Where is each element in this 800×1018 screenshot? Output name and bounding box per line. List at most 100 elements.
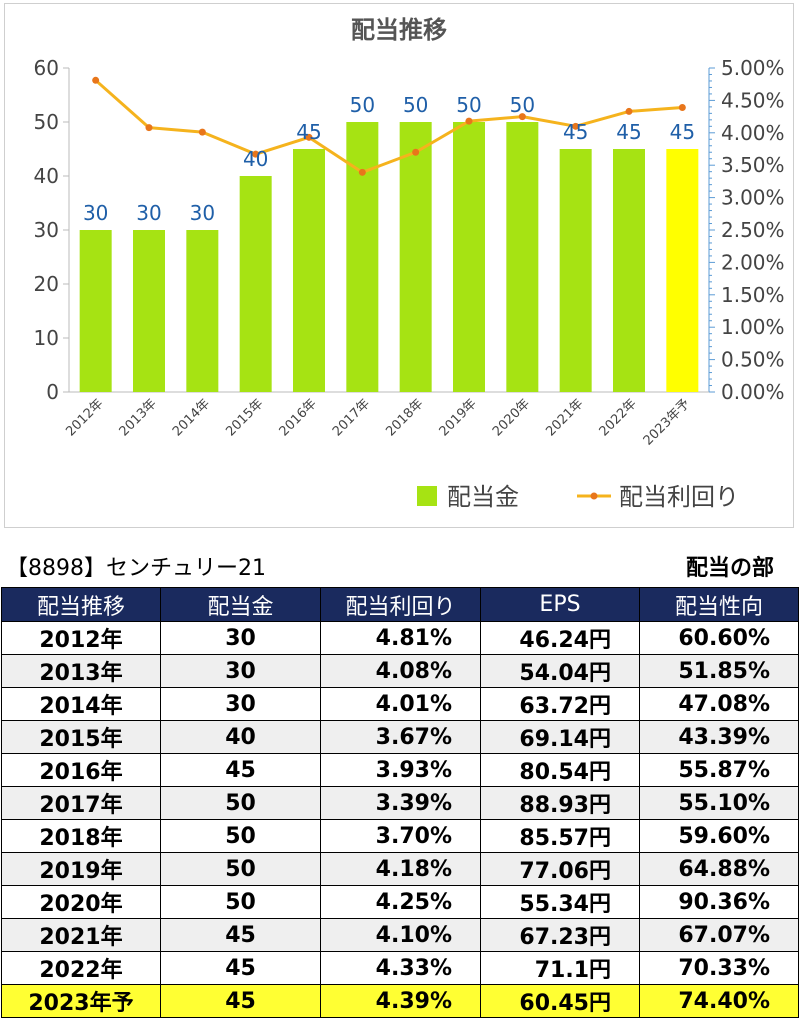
cell-payout: 90.36% [639, 885, 799, 919]
yield-line [94, 79, 683, 174]
cell-eps: 63.72円 [480, 687, 640, 721]
yield-point [358, 168, 366, 176]
yield-point [305, 133, 313, 141]
bar-value-label: 50 [403, 93, 428, 117]
cell-year: 2020年 [1, 885, 161, 919]
yield-point [92, 76, 100, 84]
cell-yield: 4.08% [320, 654, 481, 688]
bar [186, 230, 219, 392]
header-eps: EPS [480, 587, 640, 622]
legend-label-yield: 配当利回り [619, 483, 739, 511]
cell-year: 2016年 [1, 753, 161, 787]
y-right-tick-label: 0.00% [721, 380, 785, 404]
cell-payout: 47.08% [639, 687, 799, 721]
yield-point [518, 113, 526, 121]
header-yield: 配当利回り [320, 587, 481, 622]
dividend-table: 配当推移 配当金 配当利回り EPS 配当性向 2012年 30 4.81% 46.2… [1, 587, 799, 1018]
table-row: 2012年 30 4.81% 46.24円 60.60% [1, 621, 799, 655]
bar [666, 149, 699, 392]
table-row: 2018年 50 3.70% 85.57円 59.60% [1, 819, 799, 853]
bar [453, 122, 485, 392]
cell-payout: 55.10% [639, 786, 799, 820]
bar [293, 149, 325, 392]
y-left-tick-label: 20 [34, 272, 59, 296]
cell-year: 2019年 [1, 852, 161, 886]
cell-eps: 67.23円 [480, 918, 640, 952]
header-dividend: 配当金 [160, 587, 321, 622]
cell-dividend: 30 [160, 654, 321, 688]
y-right-tick-label: 3.50% [721, 153, 785, 177]
legend-label-dividend: 配当金 [447, 483, 519, 511]
bar-value-label: 45 [296, 120, 321, 144]
y-left-tick-label: 60 [34, 56, 59, 80]
cell-dividend: 50 [160, 852, 321, 886]
y-right-tick-label: 2.50% [721, 218, 785, 242]
cell-eps: 60.45円 [480, 984, 640, 1018]
x-tick-label: 2014年 [170, 396, 213, 439]
cell-dividend: 45 [160, 918, 321, 952]
cell-payout: 60.60% [639, 621, 799, 655]
cell-payout: 67.07% [639, 918, 799, 952]
bar-value-label: 30 [136, 201, 161, 225]
cell-year: 2018年 [1, 819, 161, 853]
table-row: 2022年 45 4.33% 71.1円 70.33% [1, 951, 799, 985]
bar [239, 176, 272, 392]
bar [79, 230, 112, 392]
y-left-tick-label: 10 [34, 326, 59, 350]
cell-year: 2013年 [1, 654, 161, 688]
x-tick-label: 2020年 [490, 396, 533, 439]
chart-frame: 配当推移 0 10 20 30 40 50 60 0.00% 0.50% 1.00% 1.50% 2.0… [4, 3, 794, 528]
x-tick-label: 2016年 [277, 396, 320, 439]
y-left-tick-label: 30 [34, 218, 59, 242]
bar-value-label: 50 [350, 93, 375, 117]
x-tick-label: 2019年 [437, 396, 480, 439]
bar-value-label: 40 [243, 147, 268, 171]
y-right-tick-label: 4.00% [721, 121, 785, 145]
y-right-tick-label: 3.00% [721, 186, 785, 210]
cell-dividend: 30 [160, 621, 321, 655]
bar [506, 122, 539, 392]
cell-yield: 4.33% [320, 951, 481, 985]
bar-value-label: 45 [670, 120, 695, 144]
legend-marker-yield [590, 492, 598, 500]
cell-eps: 69.14円 [480, 720, 640, 754]
cell-dividend: 50 [160, 786, 321, 820]
x-tick-label: 2012年 [63, 396, 106, 439]
cell-year: 2012年 [1, 621, 161, 655]
yield-point [252, 150, 260, 158]
cell-eps: 55.34円 [480, 885, 640, 919]
x-tick-label: 2022年 [597, 396, 640, 439]
x-tick-label: 2021年 [543, 396, 586, 439]
cell-year: 2023年予 [1, 984, 161, 1018]
bar [399, 122, 432, 392]
cell-year: 2015年 [1, 720, 161, 754]
yield-point [145, 124, 153, 132]
y-right-tick-label: 1.00% [721, 315, 785, 339]
y-right-tick-label: 0.50% [721, 348, 785, 372]
cell-eps: 71.1円 [480, 951, 640, 985]
y-left-tick-label: 40 [34, 164, 59, 188]
cell-dividend: 50 [160, 885, 321, 919]
dividend-chart: 配当推移 0 10 20 30 40 50 60 0.00% 0.50% 1.00% 1.50% 2.0… [34, 16, 785, 511]
cell-dividend: 30 [160, 687, 321, 721]
cell-yield: 4.81% [320, 621, 481, 655]
y-right-tick-label: 1.50% [721, 283, 785, 307]
cell-dividend: 45 [160, 984, 321, 1018]
bar-value-label: 30 [83, 201, 108, 225]
bar [559, 149, 592, 392]
bar-value-label: 50 [456, 93, 481, 117]
cell-payout: 55.87% [639, 753, 799, 787]
cell-payout: 59.60% [639, 819, 799, 853]
cell-eps: 80.54円 [480, 753, 640, 787]
table-row: 2023年予 45 4.39% 60.45円 74.40% [1, 984, 799, 1018]
bar [133, 230, 165, 392]
cell-eps: 54.04円 [480, 654, 640, 688]
cell-eps: 46.24円 [480, 621, 640, 655]
cell-yield: 3.70% [320, 819, 481, 853]
x-tick-label: 2015年 [223, 396, 266, 439]
table-header-row: 配当推移 配当金 配当利回り EPS 配当性向 [1, 587, 799, 622]
cell-yield: 3.39% [320, 786, 481, 820]
cell-payout: 64.88% [639, 852, 799, 886]
header-payout: 配当性向 [639, 587, 799, 622]
cell-dividend: 40 [160, 720, 321, 754]
